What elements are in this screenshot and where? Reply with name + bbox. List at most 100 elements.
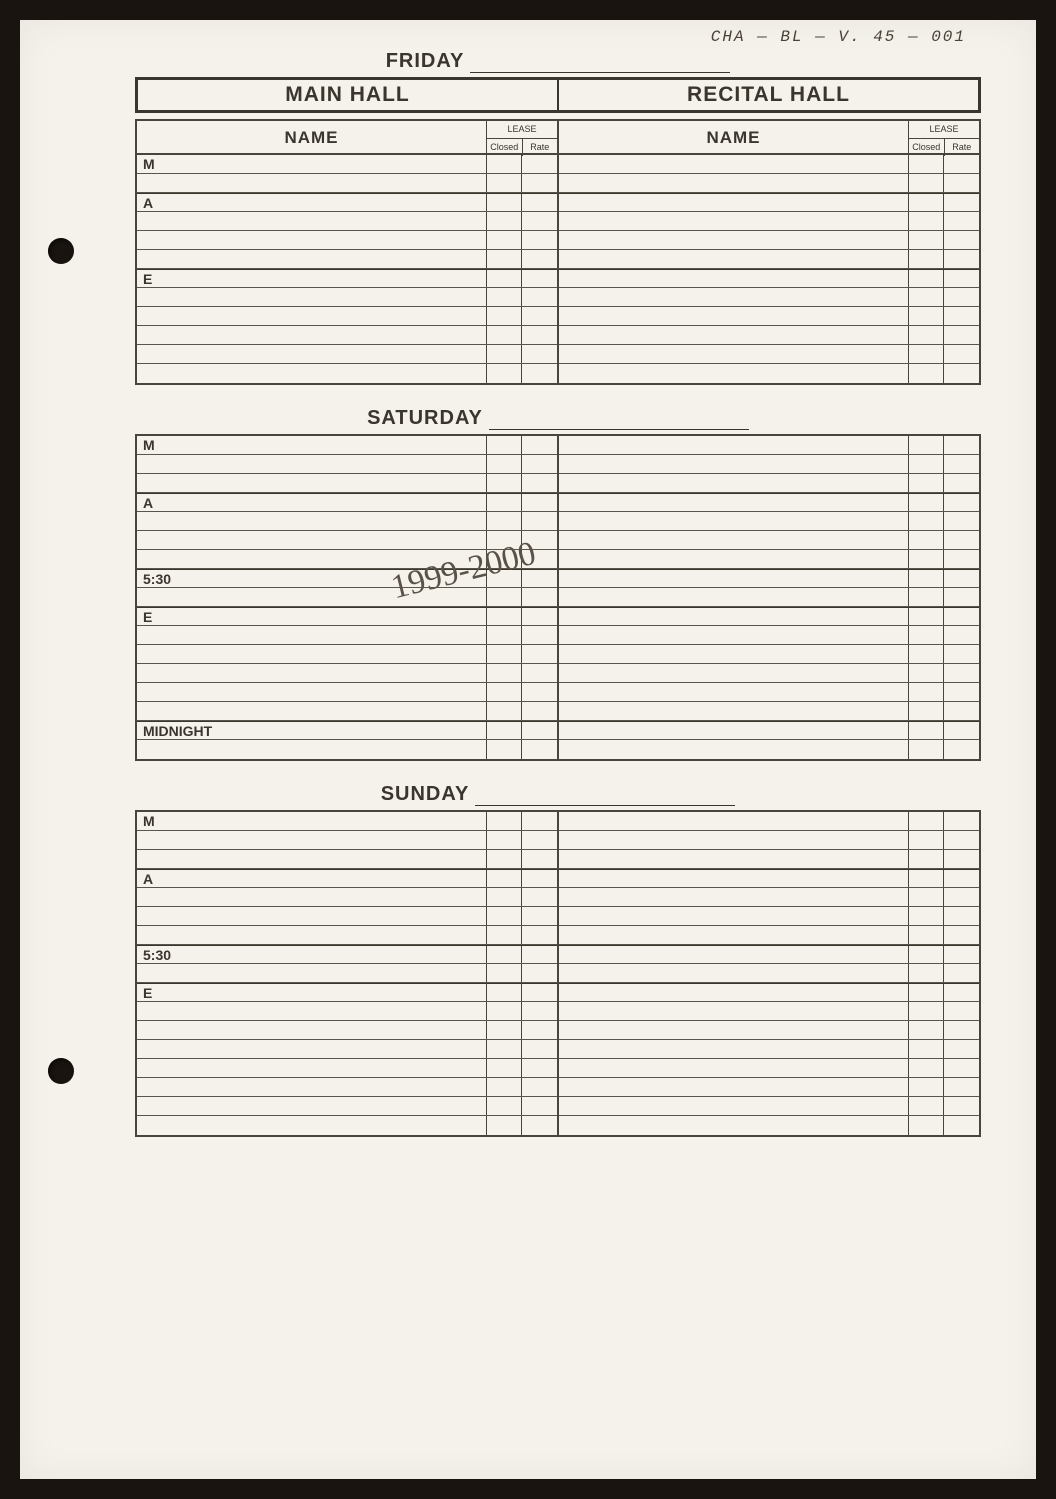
rate-cell xyxy=(944,1078,979,1096)
row-label xyxy=(137,964,487,982)
closed-cell xyxy=(487,870,522,887)
row-label xyxy=(137,1021,487,1039)
row-label xyxy=(137,831,487,849)
closed-cell xyxy=(909,570,944,587)
row-label xyxy=(137,740,487,759)
row-label: 5:30 xyxy=(137,946,487,963)
rate-cell xyxy=(522,345,557,363)
row-label xyxy=(559,455,909,473)
closed-cell xyxy=(487,608,522,625)
rate-cell xyxy=(522,946,557,963)
table-row xyxy=(137,250,557,269)
row-label xyxy=(137,364,487,383)
table-row xyxy=(559,250,979,269)
table-row xyxy=(137,364,557,383)
row-label xyxy=(137,907,487,925)
table-row xyxy=(559,455,979,474)
rate-cell xyxy=(522,888,557,906)
lease-label: LEASE xyxy=(487,121,557,139)
closed-cell xyxy=(487,364,522,383)
closed-cell xyxy=(487,626,522,644)
table-row xyxy=(137,664,557,683)
rate-cell xyxy=(522,1078,557,1096)
closed-cell xyxy=(909,1078,944,1096)
rate-cell xyxy=(522,1002,557,1020)
row-label xyxy=(137,531,487,549)
rate-cell xyxy=(944,1097,979,1115)
row-label xyxy=(559,645,909,663)
rate-cell xyxy=(944,326,979,344)
rate-cell xyxy=(944,722,979,739)
closed-cell xyxy=(487,645,522,663)
closed-cell xyxy=(487,1021,522,1039)
row-label xyxy=(559,288,909,306)
name-column-header: NAME xyxy=(137,121,487,153)
row-label: A xyxy=(137,870,487,887)
row-label xyxy=(559,722,909,739)
rate-cell xyxy=(522,494,557,511)
closed-cell xyxy=(487,174,522,192)
rate-cell xyxy=(944,570,979,587)
rate-cell xyxy=(522,250,557,268)
table-row xyxy=(137,888,557,907)
closed-cell xyxy=(909,626,944,644)
table-row xyxy=(559,1116,979,1135)
table-row: 5:30 xyxy=(137,569,557,588)
rate-cell xyxy=(522,174,557,192)
rate-cell xyxy=(522,155,557,173)
rate-cell xyxy=(944,645,979,663)
table-row xyxy=(137,174,557,193)
rows-block: MA5:30E xyxy=(137,812,557,1135)
row-label xyxy=(137,474,487,492)
table-row: A xyxy=(137,193,557,212)
table-row xyxy=(559,531,979,550)
closed-cell xyxy=(909,740,944,759)
table-row xyxy=(559,512,979,531)
table-row xyxy=(137,531,557,550)
closed-cell xyxy=(909,436,944,454)
closed-cell xyxy=(487,155,522,173)
row-label xyxy=(559,812,909,830)
row-label: E xyxy=(137,984,487,1001)
closed-cell xyxy=(909,907,944,925)
rate-cell xyxy=(522,664,557,682)
closed-cell xyxy=(909,1097,944,1115)
row-label xyxy=(559,964,909,982)
row-label xyxy=(137,683,487,701)
row-label xyxy=(137,626,487,644)
row-label xyxy=(559,850,909,868)
closed-cell xyxy=(487,1097,522,1115)
row-label xyxy=(559,212,909,230)
closed-cell xyxy=(909,1116,944,1135)
closed-cell xyxy=(909,455,944,473)
table-row xyxy=(559,269,979,288)
recital-hall-header: RECITAL HALL xyxy=(559,80,978,110)
table-row: 5:30 xyxy=(137,945,557,964)
rate-cell xyxy=(522,212,557,230)
row-label xyxy=(137,888,487,906)
lease-label: LEASE xyxy=(909,121,979,139)
table-row xyxy=(559,1078,979,1097)
rate-cell xyxy=(522,550,557,568)
row-label xyxy=(137,926,487,944)
table-row xyxy=(559,664,979,683)
rate-cell xyxy=(944,212,979,230)
rate-cell xyxy=(944,926,979,944)
row-label xyxy=(559,512,909,530)
table-row xyxy=(559,702,979,721)
closed-cell xyxy=(909,664,944,682)
table-row xyxy=(137,345,557,364)
closed-cell xyxy=(487,250,522,268)
table-row: M xyxy=(137,155,557,174)
rate-cell xyxy=(522,702,557,720)
lease-column-header: LEASEClosedRate xyxy=(487,121,557,153)
row-label xyxy=(559,307,909,325)
table-row xyxy=(559,740,979,759)
day-title: SUNDAY xyxy=(135,783,981,806)
table-row xyxy=(559,721,979,740)
closed-cell xyxy=(909,984,944,1001)
rate-cell xyxy=(522,194,557,211)
day-grid: MA5:30E xyxy=(135,810,981,1137)
table-row xyxy=(137,850,557,869)
closed-cell xyxy=(909,474,944,492)
